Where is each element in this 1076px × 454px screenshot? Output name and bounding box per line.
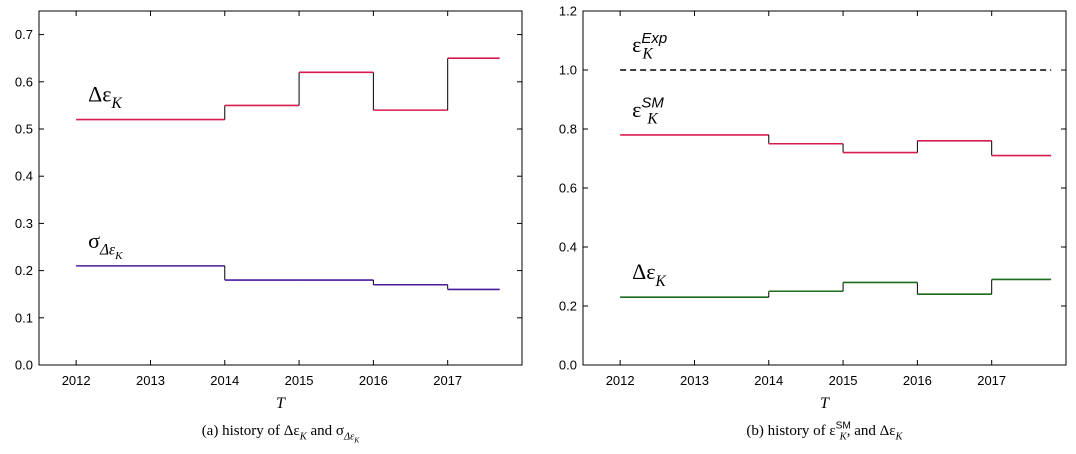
x-tick-label: 2014 — [210, 373, 239, 388]
y-tick-label: 0.0 — [559, 358, 577, 373]
text-part: K — [646, 111, 658, 128]
text-part: SM — [836, 421, 851, 432]
x-axis-label: T — [276, 395, 286, 412]
y-tick-label: 0.2 — [15, 263, 33, 278]
x-tick-label: 2012 — [62, 373, 91, 388]
x-tick-label: 2016 — [359, 373, 388, 388]
text-part: Exp — [641, 30, 667, 47]
x-tick-label: 2012 — [606, 373, 635, 388]
text-part: Δε — [99, 241, 116, 258]
x-axis-label: T — [820, 395, 830, 412]
y-tick-label: 0.2 — [559, 299, 577, 314]
x-tick-label: 2016 — [903, 373, 932, 388]
y-tick-label: 0.6 — [559, 181, 577, 196]
x-tick-label: 2015 — [285, 373, 314, 388]
x-tick-label: 2013 — [136, 373, 165, 388]
text-part: ε — [632, 32, 641, 57]
series-label: εSM K — [632, 95, 664, 128]
plot-frame — [38, 10, 523, 366]
text-part: and σ — [307, 423, 344, 439]
text-part: Δε — [343, 432, 355, 443]
text-part: SM — [641, 95, 664, 112]
text-part: Δε — [632, 259, 655, 284]
y-tick-label: 0.4 — [559, 240, 577, 255]
text-part: K — [353, 436, 360, 445]
y-tick-label: 0.7 — [15, 27, 33, 42]
y-tick-label: 1.0 — [559, 63, 577, 78]
plot-frame — [582, 10, 1067, 366]
text-part: ε — [632, 97, 641, 122]
text-part: Δε — [88, 82, 111, 107]
x-tick-label: 2017 — [433, 373, 462, 388]
caption: (a) history of ΔεK and σΔεK — [202, 423, 361, 445]
text-part: , and Δε — [847, 423, 896, 439]
text-part: K — [111, 95, 123, 112]
y-tick-label: 0.5 — [15, 122, 33, 137]
series-label: σΔεK — [88, 228, 123, 262]
text-part: K — [839, 432, 848, 443]
caption: (b) history of εSM K, and ΔεK — [746, 421, 903, 443]
text-part: K — [642, 46, 654, 63]
text-part: σ — [88, 228, 100, 253]
x-tick-label: 2014 — [754, 373, 783, 388]
y-tick-label: 0.4 — [15, 169, 33, 184]
y-tick-label: 0.6 — [15, 74, 33, 89]
text-part: K — [114, 250, 123, 262]
panel: 0.0 0.2 0.4 0.6 0.8 1.0 1.2 2012 2013 2014 2015 201… — [559, 4, 1067, 443]
text-part: (a) history of Δε — [202, 423, 300, 439]
text-part: K — [895, 432, 904, 443]
text-part: (b) history of ε — [746, 423, 835, 439]
panel: 0.0 0.1 0.2 0.3 0.4 0.5 0.6 0.7 2012 2013 2014 2015… — [15, 10, 523, 445]
y-tick-label: 0.0 — [15, 358, 33, 373]
y-tick-label: 0.1 — [15, 310, 33, 325]
x-tick-label: 2015 — [829, 373, 858, 388]
y-tick-label: 0.3 — [15, 216, 33, 231]
y-tick-label: 0.8 — [559, 122, 577, 137]
x-tick-label: 2013 — [680, 373, 709, 388]
y-tick-label: 1.2 — [559, 4, 577, 19]
series-label: εExp K — [632, 30, 667, 63]
text-part: K — [655, 273, 667, 290]
text-part: K — [299, 432, 308, 443]
x-tick-label: 2017 — [977, 373, 1006, 388]
series-label: ΔεK — [88, 82, 122, 113]
series-label: ΔεK — [632, 259, 666, 290]
